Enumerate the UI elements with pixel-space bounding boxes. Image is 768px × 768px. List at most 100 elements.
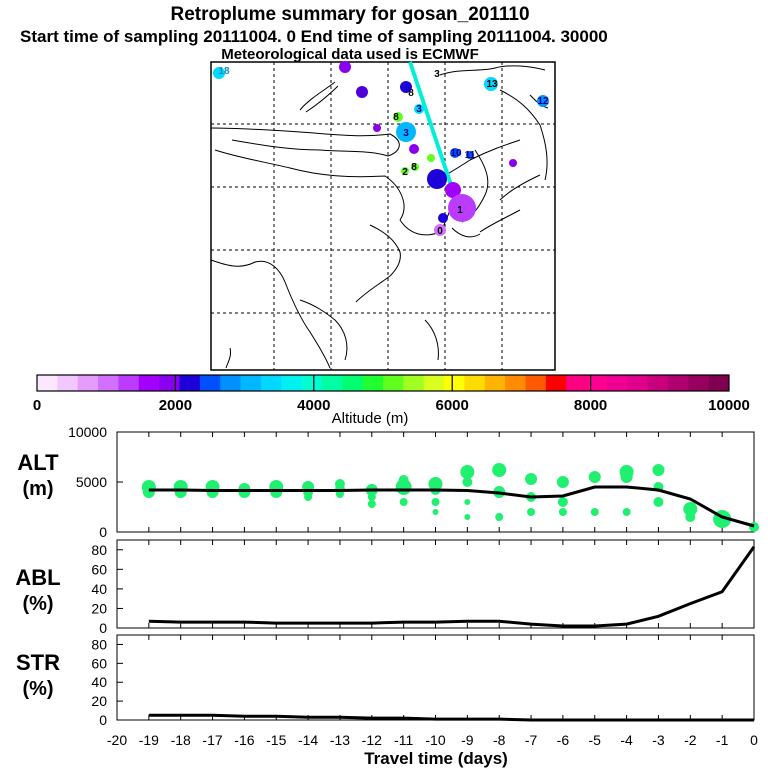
cluster-point — [492, 463, 507, 477]
colorbar-swatch — [606, 375, 628, 391]
y-tick-label: 20 — [91, 693, 107, 709]
x-tick-label: 0 — [750, 732, 758, 748]
cluster-point — [653, 497, 664, 507]
map-day-label: 8 — [393, 112, 399, 123]
plume-blob — [445, 182, 461, 198]
panel-unit: (%) — [22, 593, 53, 615]
panel-title: STR — [16, 650, 60, 675]
map-day-label: 3 — [403, 128, 409, 139]
meteo-data-note: Meteorological data used is ECMWF — [221, 46, 479, 63]
y-tick-label: 0 — [99, 620, 107, 636]
cluster-point — [525, 473, 538, 485]
x-tick-label: -2 — [684, 732, 697, 748]
colorbar-tick-label: 4000 — [297, 397, 330, 414]
cluster-point — [206, 486, 219, 498]
cluster-point — [683, 502, 698, 516]
map-panel — [210, 61, 556, 371]
x-tick-label: -5 — [589, 732, 602, 748]
map-day-label: 0 — [437, 226, 443, 237]
y-tick-label: 60 — [91, 655, 107, 671]
map-day-label: 11 — [465, 150, 476, 161]
map-day-label: 8 — [411, 162, 417, 173]
plume-blob — [409, 144, 419, 154]
colorbar-swatch — [179, 375, 201, 391]
colorbar-swatch — [118, 375, 140, 391]
colorbar-tick-label: 6000 — [436, 397, 469, 414]
y-tick-label: 40 — [91, 581, 107, 597]
colorbar-swatch — [342, 375, 364, 391]
cluster-point — [395, 479, 412, 495]
panel-frame — [116, 634, 755, 721]
plume-blob — [373, 124, 381, 132]
series-line — [148, 485, 755, 528]
colorbar-swatch — [627, 375, 649, 391]
series-line — [148, 713, 754, 722]
map-day-label: 10 — [450, 148, 462, 159]
cluster-point — [431, 498, 440, 506]
plume-blob — [393, 112, 403, 122]
colorbar-tick-label: 2000 — [159, 397, 192, 414]
map-day-label: 3 — [416, 104, 422, 115]
plume-blob — [537, 95, 549, 107]
colorbar-swatch — [362, 375, 384, 391]
map-day-label: 18 — [218, 66, 230, 77]
cluster-point — [174, 486, 187, 498]
cluster-point — [685, 512, 696, 522]
colorbar-swatch — [484, 375, 506, 391]
map-day-label: 2 — [402, 167, 408, 178]
cluster-point — [464, 514, 471, 520]
plume-blob — [466, 151, 474, 159]
plume-blob — [396, 122, 416, 142]
x-tick-label: -8 — [493, 732, 506, 748]
colorbar-swatch — [688, 375, 710, 391]
colorbar-swatch — [647, 375, 669, 391]
colorbar-swatch — [545, 375, 567, 391]
x-tick-label: -3 — [652, 732, 665, 748]
cluster-point — [367, 493, 376, 501]
y-tick-label: 10000 — [68, 424, 107, 440]
time-series-panels: ALT (m) 0 5000 10000 ABL (%) 0 20 40 60 80 STR (%) 0 20… — [15, 424, 759, 768]
colorbar-swatch — [423, 375, 445, 391]
cluster-point — [588, 471, 601, 483]
x-tick-label: -20 — [107, 732, 127, 748]
colorbar-swatch — [464, 375, 486, 391]
altitude-colorbar: 0 2000 4000 6000 8000 10000 Altitude (m) — [33, 374, 750, 427]
colorbar-swatch — [321, 375, 343, 391]
panel-str: STR (%) 0 20 40 60 80 — [16, 634, 755, 728]
y-tick-label: 80 — [91, 542, 107, 558]
plume-blob — [438, 213, 448, 223]
x-tick-label: -10 — [425, 732, 445, 748]
plume-blob — [411, 163, 419, 171]
colorbar-swatch — [57, 375, 79, 391]
cluster-point — [590, 508, 599, 516]
x-tick-label: -4 — [620, 732, 633, 748]
cluster-point — [432, 509, 439, 515]
cluster-point — [462, 477, 473, 487]
cluster-point — [558, 508, 567, 516]
map-day-label: 3 — [434, 69, 440, 80]
colorbar-swatch — [301, 375, 323, 391]
colorbar-label: Altitude (m) — [332, 410, 409, 427]
x-tick-label: -13 — [330, 732, 350, 748]
colorbar-swatch — [260, 375, 282, 391]
cluster-point — [495, 513, 504, 521]
panel-unit: (m) — [22, 478, 53, 500]
plume-blob — [427, 154, 435, 162]
colorbar-swatch — [37, 375, 58, 391]
panel-title: ALT — [17, 450, 59, 475]
colorbar-frame — [36, 374, 730, 392]
map-day-label: 12 — [537, 96, 549, 107]
colorbar-swatch — [525, 375, 547, 391]
series-line — [148, 545, 756, 628]
colorbar-swatch — [708, 375, 730, 391]
y-tick-label: 0 — [99, 524, 107, 540]
x-tick-label: -16 — [234, 732, 254, 748]
plume-blob — [414, 104, 424, 114]
plume-blob — [484, 77, 498, 91]
x-tick-label: -7 — [525, 732, 538, 748]
colorbar-tick-label: 8000 — [574, 397, 607, 414]
x-tick-label: -12 — [362, 732, 382, 748]
colorbar-swatch — [403, 375, 425, 391]
plume-blob — [434, 224, 446, 236]
